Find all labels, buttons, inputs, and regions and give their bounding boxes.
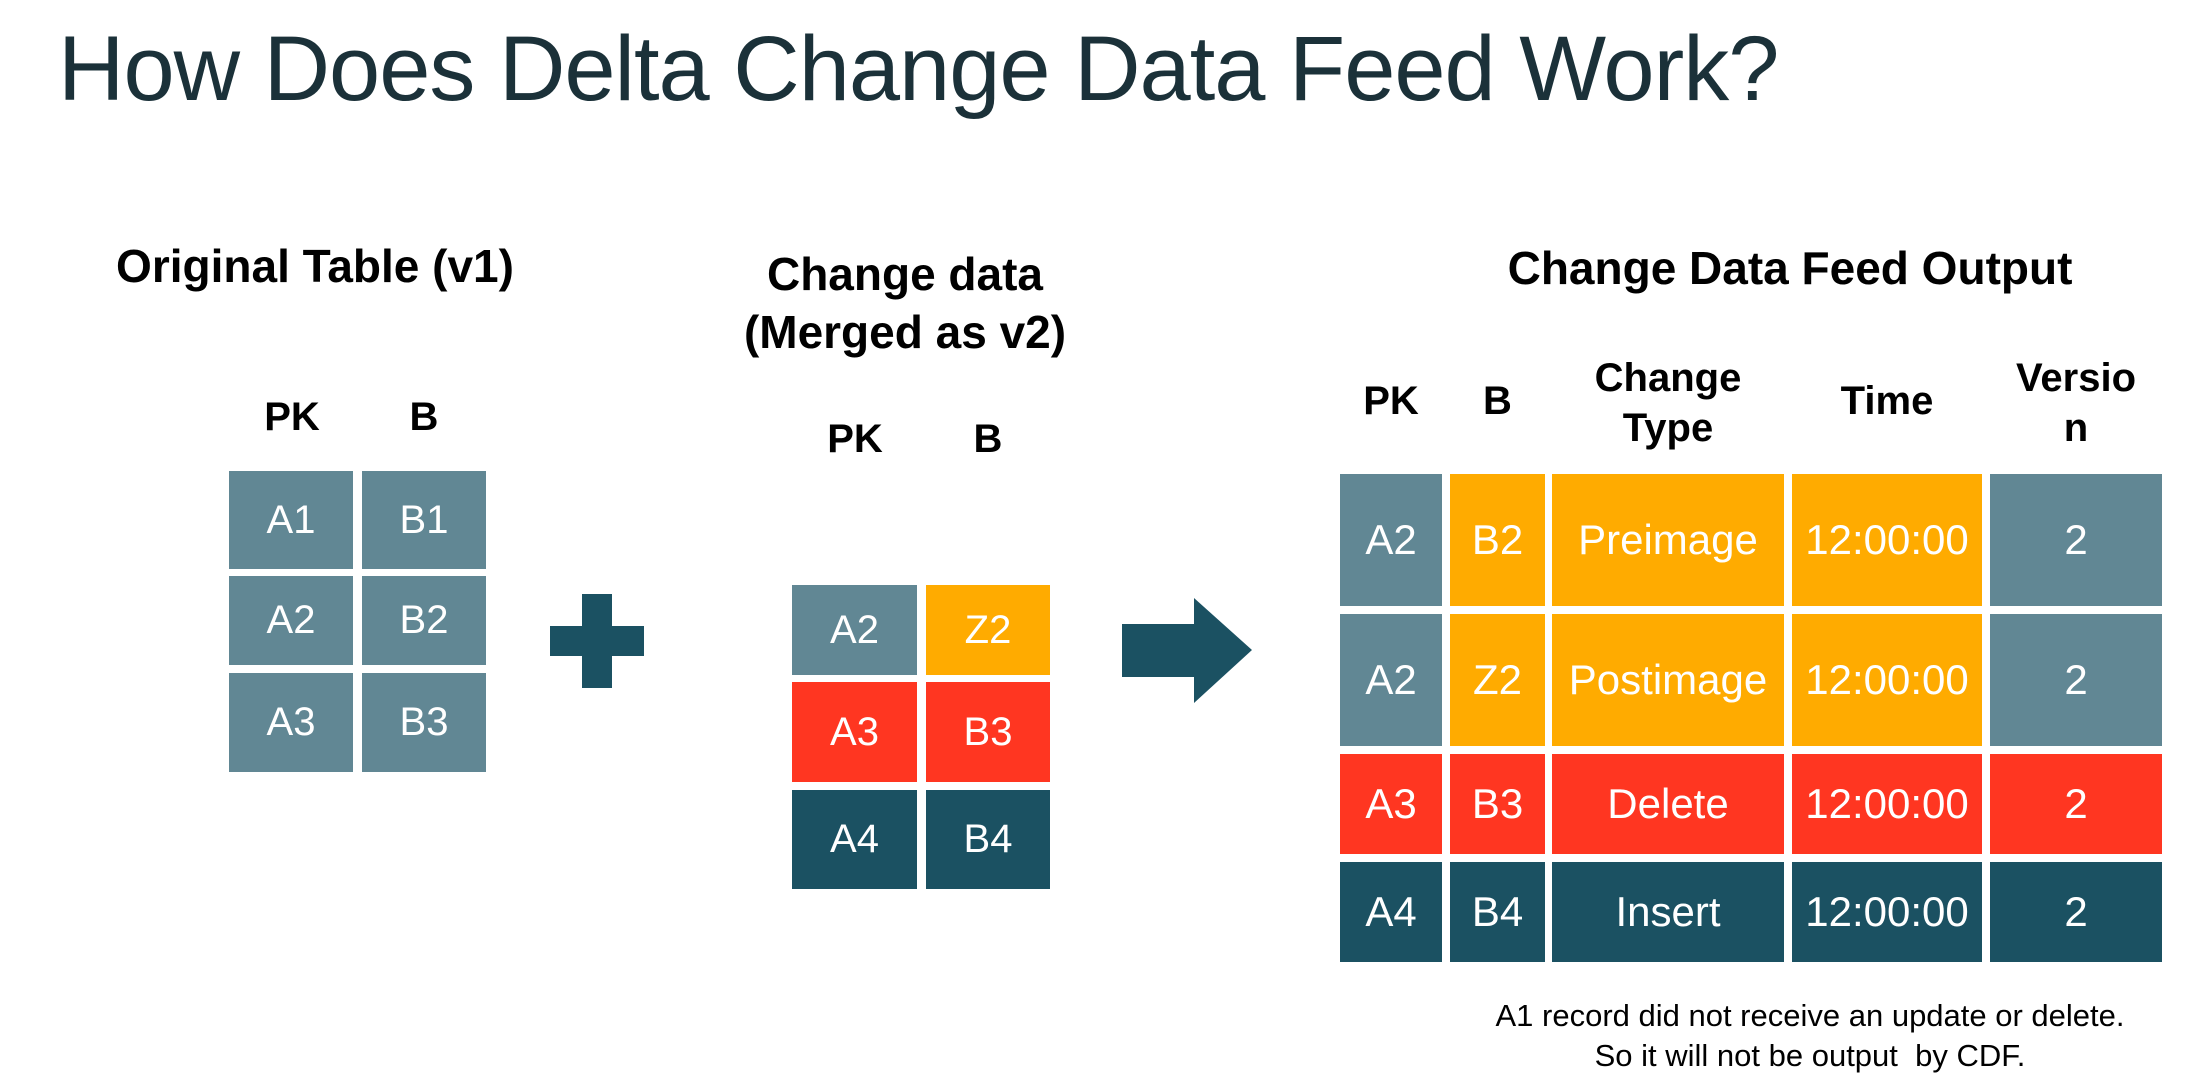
change-col-b: B <box>973 417 1003 461</box>
change-cell-b: B4 <box>926 790 1050 889</box>
original-cell-b: B2 <box>362 576 486 665</box>
cdf-cell-pk: A2 <box>1340 474 1442 606</box>
cdf-cell-pk: A4 <box>1340 862 1442 962</box>
cdf-cell-time: 12:00:00 <box>1792 754 1982 854</box>
cdf-cell-b: B2 <box>1450 474 1545 606</box>
cdf-col-change-type: Change Type <box>1594 356 1742 450</box>
footnote-line1: A1 record did not receive an update or d… <box>1495 998 2125 1033</box>
original-cell-b: B1 <box>362 471 486 569</box>
arrow-right-icon <box>1122 598 1252 703</box>
cdf-cell-change-type: Preimage <box>1552 474 1784 606</box>
change-cell-pk: A2 <box>792 585 917 675</box>
change-cell-pk: A3 <box>792 682 917 782</box>
cdf-cell-version: 2 <box>1990 614 2162 746</box>
page-title: How Does Delta Change Data Feed Work? <box>58 18 1779 120</box>
cdf-cell-change-type: Delete <box>1552 754 1784 854</box>
cdf-cell-b: B4 <box>1450 862 1545 962</box>
cdf-cell-time: 12:00:00 <box>1792 862 1982 962</box>
footnote-line2: So it will not be output by CDF. <box>1594 1038 2026 1074</box>
cdf-cell-change-type: Postimage <box>1552 614 1784 746</box>
cdf-cell-pk: A3 <box>1340 754 1442 854</box>
cdf-cell-change-type: Insert <box>1552 862 1784 962</box>
cdf-cell-version: 2 <box>1990 474 2162 606</box>
change-data-heading: Change data (Merged as v2) <box>690 246 1120 361</box>
original-cell-pk: A2 <box>229 576 353 665</box>
original-cell-pk: A3 <box>229 673 353 772</box>
original-col-b: B <box>409 395 439 439</box>
change-col-pk: PK <box>827 417 883 461</box>
cdf-cell-b: B3 <box>1450 754 1545 854</box>
plus-icon <box>550 594 644 688</box>
original-cell-pk: A1 <box>229 471 353 569</box>
cdf-col-pk: PK <box>1363 379 1419 423</box>
cdf-cell-version: 2 <box>1990 754 2162 854</box>
cdf-cell-version: 2 <box>1990 862 2162 962</box>
cdf-output-heading: Change Data Feed Output <box>1507 242 2073 294</box>
cdf-col-time: Time <box>1840 379 1934 423</box>
cdf-cell-b: Z2 <box>1450 614 1545 746</box>
change-data-heading-line2: (Merged as v2) <box>743 305 1067 358</box>
original-col-pk: PK <box>264 395 320 439</box>
change-cell-b: B3 <box>926 682 1050 782</box>
original-table-heading: Original Table (v1) <box>116 240 514 292</box>
cdf-cell-pk: A2 <box>1340 614 1442 746</box>
cdf-col-version: Versio n <box>2015 356 2137 450</box>
cdf-col-b: B <box>1483 379 1512 423</box>
original-cell-b: B3 <box>362 673 486 772</box>
change-data-heading-line1: Change data <box>766 248 1044 300</box>
cdf-cell-time: 12:00:00 <box>1792 614 1982 746</box>
footnote: A1 record did not receive an update or d… <box>1440 996 2180 1077</box>
change-cell-pk: A4 <box>792 790 917 889</box>
cdf-cell-time: 12:00:00 <box>1792 474 1982 606</box>
change-cell-b: Z2 <box>926 585 1050 675</box>
